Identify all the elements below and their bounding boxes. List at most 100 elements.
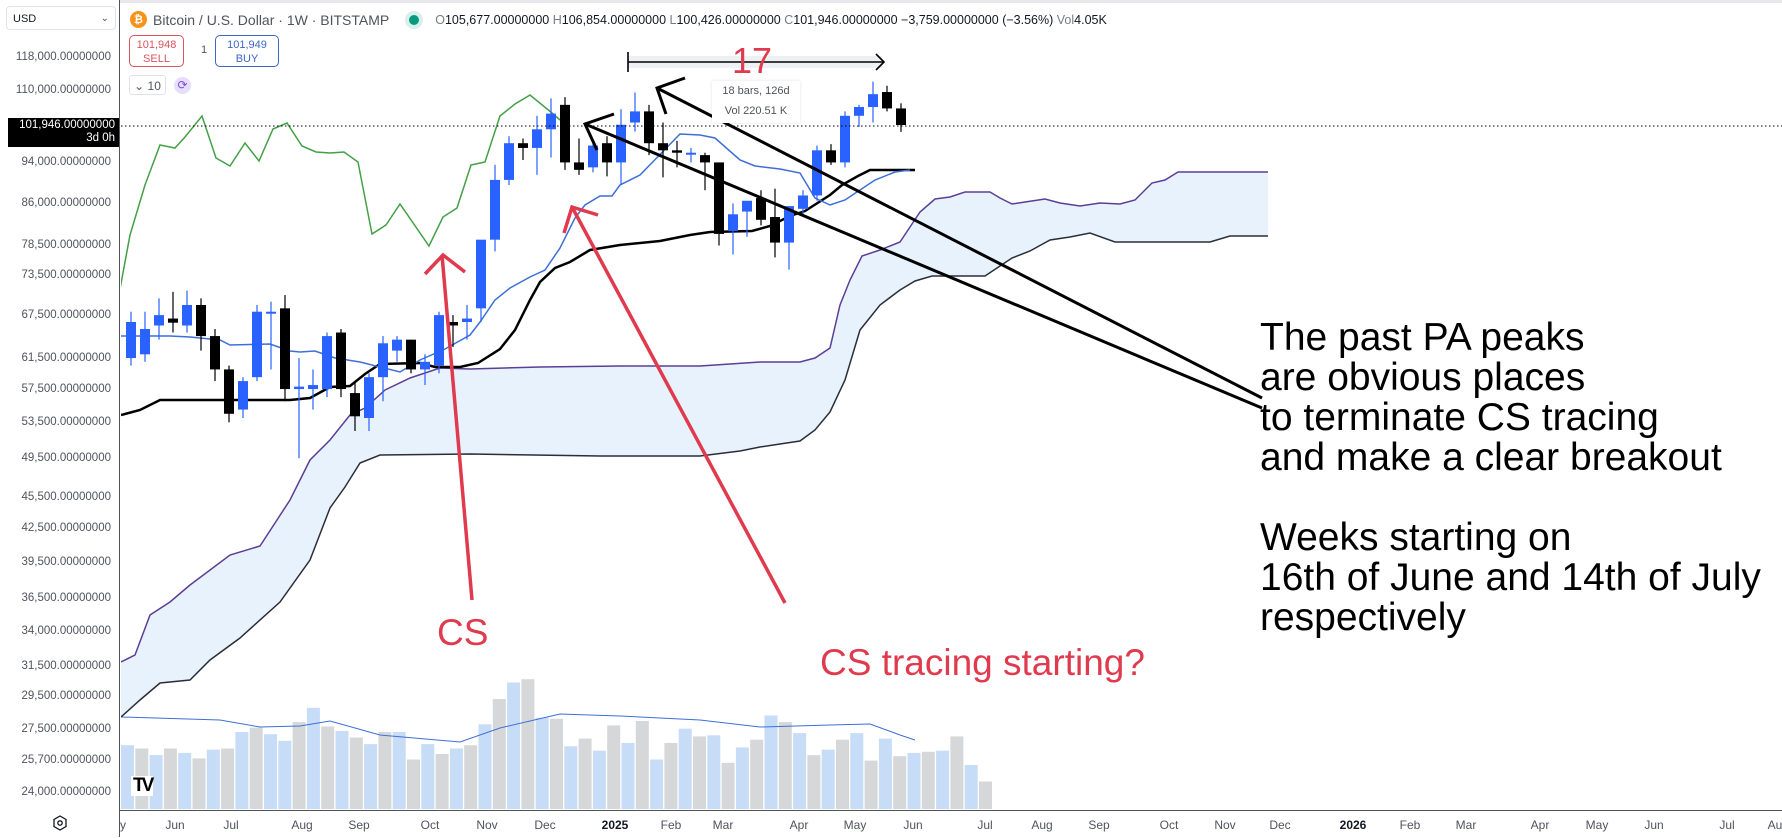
volume-bar bbox=[121, 745, 134, 809]
volume-bar bbox=[950, 736, 964, 809]
candle-up bbox=[238, 381, 248, 410]
time-tick-label: Mar bbox=[1455, 818, 1477, 832]
volume-bar bbox=[979, 781, 992, 809]
time-tick-label: Jul bbox=[1719, 818, 1735, 832]
time-tick-label: Jul bbox=[977, 818, 993, 832]
price-axis[interactable]: USD ⌄ 118,000.00000000 110,000.00000000 94… bbox=[0, 0, 120, 837]
settings-icon[interactable] bbox=[52, 815, 68, 831]
time-axis[interactable]: y Jun Jul Aug Sep Oct Nov Dec 2025 Feb Mar Apr May Ju… bbox=[120, 810, 1782, 838]
ohlc-values: O105,677.00000000 H106,854.00000000 L100… bbox=[435, 13, 1107, 27]
tradingview-logo[interactable]: TV bbox=[131, 775, 154, 796]
volume-bar bbox=[221, 748, 235, 809]
candle-up bbox=[420, 361, 430, 370]
price-tick-label: 36,500.00000000 bbox=[21, 592, 111, 604]
volume-bar bbox=[435, 754, 449, 809]
note-line: are obvious places bbox=[1260, 356, 1586, 399]
candle-up bbox=[490, 179, 500, 240]
chevron-down-icon: ⌄ bbox=[100, 13, 109, 24]
volume-value: 4.05K bbox=[1074, 12, 1107, 27]
cs-tracing-annotation[interactable]: CS tracing starting? bbox=[820, 642, 1145, 683]
price-tick-label: 39,500.00000000 bbox=[21, 556, 111, 568]
volume-ma-line bbox=[121, 713, 916, 743]
volume-bar bbox=[206, 749, 220, 809]
price-tick-label: 49,500.00000000 bbox=[21, 452, 111, 464]
candle-down bbox=[196, 304, 206, 337]
cs-annotation[interactable]: CS bbox=[437, 612, 489, 653]
measure-bars: 18 bars, 126d bbox=[722, 85, 790, 97]
price-tick-label: 57,500.00000000 bbox=[21, 383, 111, 395]
sync-icon[interactable]: ⟳ bbox=[174, 77, 191, 94]
candle-up bbox=[476, 239, 486, 309]
volume-bar bbox=[678, 728, 692, 809]
candle-up bbox=[630, 111, 640, 123]
note-line: The past PA peaks bbox=[1260, 316, 1585, 359]
candle-up bbox=[546, 113, 556, 130]
volume-bar bbox=[163, 748, 177, 809]
low-value: 100,426.00000000 bbox=[676, 12, 781, 27]
volume-bar bbox=[921, 751, 935, 809]
candle-up bbox=[392, 339, 402, 351]
volume-bar bbox=[650, 759, 664, 809]
tenkan-line bbox=[121, 133, 911, 373]
chart-header: ₿ Bitcoin / U.S. Dollar · 1W · BITSTAMP … bbox=[120, 0, 1782, 37]
time-tick-label: Aug bbox=[291, 818, 313, 832]
open-value: 105,677.00000000 bbox=[444, 12, 550, 27]
candle-up bbox=[784, 206, 794, 243]
symbol-legend[interactable]: ₿ Bitcoin / U.S. Dollar · 1W · BITSTAMP … bbox=[130, 11, 1107, 28]
time-tick-label: Feb bbox=[1399, 818, 1421, 832]
arrowhead-icon bbox=[562, 204, 599, 234]
price-tick-label: 31,500.00000000 bbox=[21, 660, 111, 672]
price-tick-label: 94,000.00000000 bbox=[21, 156, 111, 168]
candle-up bbox=[742, 200, 752, 212]
lot-size-toggle[interactable]: ⌄ 10 bbox=[129, 75, 166, 95]
volume-bar bbox=[807, 755, 821, 809]
sell-button[interactable]: 101,948 SELL bbox=[129, 35, 184, 67]
plot-area bbox=[121, 52, 1782, 809]
volume-bar bbox=[778, 722, 792, 809]
time-tick-label: Feb bbox=[660, 818, 682, 832]
bar-count-annotation[interactable]: 17 bbox=[732, 40, 773, 81]
candle-down bbox=[210, 336, 220, 370]
market-open-status-icon bbox=[409, 14, 420, 25]
volume-bar bbox=[378, 732, 392, 809]
candle-down bbox=[280, 308, 290, 390]
volume-bar bbox=[578, 738, 592, 809]
candle-down bbox=[350, 393, 360, 417]
volume-bar bbox=[864, 760, 878, 809]
bitcoin-icon: ₿ bbox=[130, 11, 147, 28]
candle-down bbox=[826, 150, 836, 163]
candle-up bbox=[812, 150, 822, 196]
volume-bar bbox=[507, 682, 521, 809]
measure-volume: Vol 220.51 K bbox=[724, 105, 788, 117]
buy-label: BUY bbox=[235, 53, 259, 65]
time-tick-label: Jun bbox=[1644, 818, 1664, 832]
chikou-span-line bbox=[121, 94, 561, 288]
note-line: to terminate CS tracing bbox=[1260, 396, 1659, 439]
buy-button[interactable]: 101,949 BUY bbox=[215, 35, 279, 67]
current-price-label: 101,946.00000000 3d 0h bbox=[8, 118, 119, 147]
arrow-line-peak-1 bbox=[584, 122, 1263, 410]
low-label: L bbox=[669, 12, 677, 27]
candle-down bbox=[756, 198, 766, 220]
volume-bar bbox=[364, 744, 378, 809]
candle-up bbox=[588, 145, 598, 168]
bar-countdown: 3d 0h bbox=[86, 132, 115, 144]
candle-down bbox=[406, 339, 416, 370]
time-tick-label: Apr bbox=[789, 818, 809, 832]
note-line bbox=[1260, 478, 1761, 518]
time-tick-label: Dec bbox=[534, 818, 556, 832]
volume-bar bbox=[321, 726, 335, 809]
candle-down bbox=[448, 322, 458, 326]
time-tick-label: Mar bbox=[712, 818, 734, 832]
candle-down bbox=[602, 143, 612, 163]
time-tick-label: Sep bbox=[1088, 818, 1110, 832]
time-tick-label: Dec bbox=[1269, 818, 1291, 832]
volume-bar bbox=[750, 739, 764, 809]
text-note-annotation[interactable]: The past PA peaks are obvious places to te… bbox=[1260, 318, 1761, 638]
high-value: 106,854.00000000 bbox=[561, 12, 667, 27]
price-tick-label: 42,500.00000000 bbox=[21, 522, 111, 534]
spread-value: 1 bbox=[201, 44, 208, 56]
currency-select[interactable]: USD ⌄ bbox=[6, 6, 116, 30]
arrowhead-icon bbox=[655, 76, 686, 115]
